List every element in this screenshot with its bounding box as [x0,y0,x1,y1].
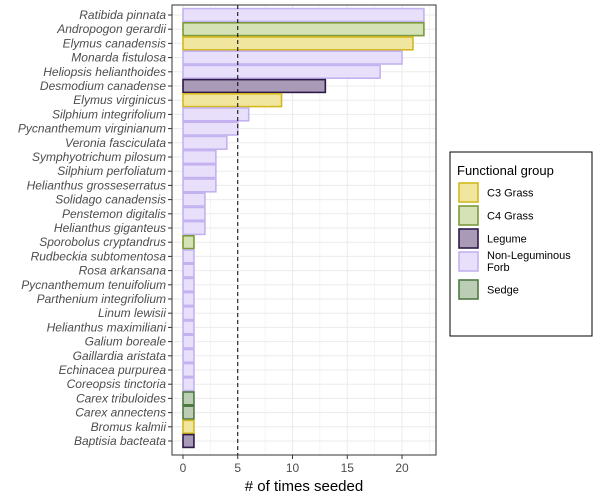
bar [182,419,195,434]
y-tick-label: Galium boreale [85,335,167,349]
bar [182,135,228,150]
bar [182,334,195,349]
bar [182,78,327,94]
legend-label: Legume [487,234,527,246]
y-tick-label: Gaillardia aristata [73,349,167,363]
bar [182,433,195,449]
y-tick-label: Pycnanthemum tenuifolium [21,278,166,292]
bar [182,21,425,37]
legend-key [458,279,479,300]
bar [182,149,217,165]
bar [182,93,283,108]
bar [182,405,195,420]
x-tick-label: 15 [341,461,355,475]
y-tick-label: Carex tribuloides [76,391,166,405]
bar [182,220,206,236]
y-tick-label: Silphium integrifolium [52,107,166,121]
x-axis-title: # of times seeded [245,478,363,495]
y-tick-label: Baptisia bacteata [74,434,166,448]
y-tick-label: Andropogon gerardii [56,22,166,36]
bar [182,178,217,193]
bars [182,7,425,449]
x-axis-tick-labels: 0 5 10 15 20 [180,455,409,475]
y-tick-label: Penstemon digitalis [62,207,166,221]
y-tick-label: Rudbeckia subtomentosa [31,249,167,263]
y-tick-label: Symphyotrichum pilosum [32,150,166,164]
bar [182,348,195,363]
y-tick-label: Parthenium integrifolium [37,292,166,306]
legend-key [458,251,479,272]
bar [182,391,195,406]
y-tick-label: Linum lewisii [98,306,166,320]
y-tick-label: Rosa arkansana [79,264,167,278]
y-tick-label: Helianthus grosseserratus [27,178,166,192]
bar [182,50,403,65]
y-tick-label: Bromus kalmii [91,420,167,434]
bar [182,291,195,307]
y-tick-label: Silphium perfoliatum [57,164,166,178]
y-tick-label: Veronia fasciculata [65,136,166,150]
y-tick-label: Coreopsis tinctoria [67,377,167,391]
y-tick-label: Desmodium canadense [40,79,166,93]
bar [182,376,195,392]
bar [182,320,195,335]
y-tick-label: Solidago canadensis [55,193,166,207]
legend-key [458,182,479,203]
bar [182,206,206,221]
y-tick-label: Elymus virginicus [73,93,166,107]
plot-frame [171,4,437,456]
y-tick-label: Monarda fistulosa [71,51,166,65]
y-tick-label: Helianthus giganteus [54,221,166,235]
y-tick-label: Ratibida pinnata [79,8,166,22]
y-tick-label: Helianthus maximiliani [47,320,167,334]
x-tick-label: 0 [180,461,187,475]
legend: Functional group C3 Grass C4 Grass Legume N… [449,151,593,337]
x-tick-label: 5 [234,461,241,475]
bar [182,263,195,278]
bar [182,36,414,51]
bar [182,164,217,179]
legend-label: Non-Leguminous Forb [487,250,571,274]
y-tick-label: Pycnanthemum virginianum [18,122,166,136]
x-tick-label: 10 [286,461,300,475]
bar [182,121,239,136]
legend-title: Functional group [457,163,554,178]
legend-key [458,205,479,226]
y-tick-label: Sporobolus cryptandrus [39,235,166,249]
legend-key [458,228,479,249]
x-tick-label: 20 [395,461,409,475]
legend-label: Sedge [487,285,519,297]
y-tick-label: Echinacea purpurea [59,363,167,377]
legend-label: C3 Grass [487,188,534,200]
legend-label: C4 Grass [487,211,534,223]
y-tick-label: Heliopsis helianthoides [43,65,166,79]
bar [182,7,425,23]
y-tick-label: Carex annectens [75,406,166,420]
bar [182,235,195,250]
bar [182,277,195,292]
bar [182,64,381,80]
bar [182,107,250,122]
bar [182,362,195,378]
bar [182,192,206,207]
legend-items: C3 Grass C4 Grass Legume Non-Leguminous Forb… [458,182,571,300]
y-tick-label: Elymus canadensis [63,36,166,50]
bar [182,249,195,264]
bar [182,305,195,321]
